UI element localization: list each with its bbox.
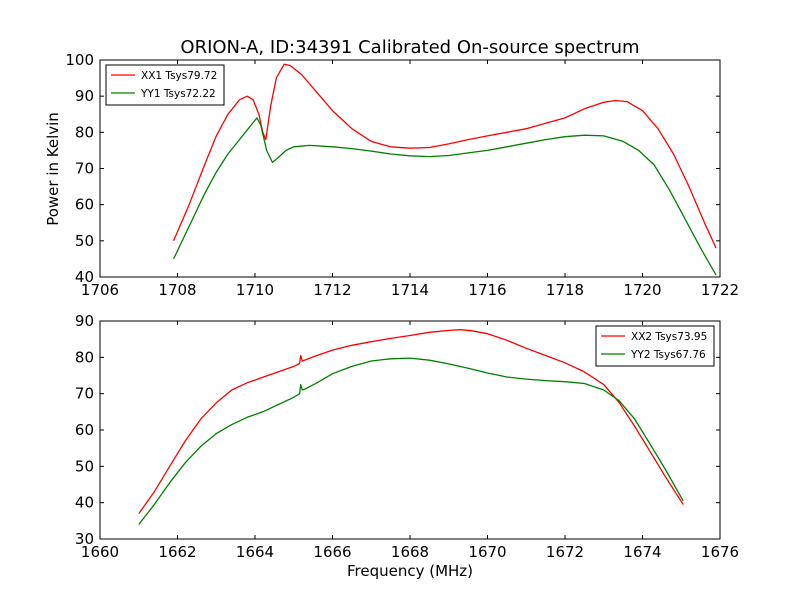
subplot-top: 1706 1708 1710 1712 1714 1716 1718 1720 1722 40 50… <box>65 51 739 299</box>
x-tick-label: 1720 <box>623 281 661 299</box>
x-tick-label: 1708 <box>158 281 196 299</box>
legend-0: XX1 Tsys79.72 YY1 Tsys72.22 <box>105 64 225 106</box>
legend-box <box>595 325 715 367</box>
x-tick-label: 1666 <box>313 543 351 561</box>
series-line-1-1 <box>138 357 684 525</box>
x-tick-label: 1712 <box>313 281 351 299</box>
x-tick-label: 1672 <box>546 543 584 561</box>
y-tick-label: 80 <box>75 348 94 366</box>
x-tick-label: 1670 <box>468 543 506 561</box>
y-tick-label: 100 <box>65 51 94 69</box>
y-tick-label: 50 <box>75 457 94 475</box>
y-tick-label: 50 <box>75 232 94 250</box>
y-tick-label: 60 <box>75 421 94 439</box>
x-tick-label: 1716 <box>468 281 506 299</box>
y-tick-label: 60 <box>75 196 94 214</box>
chart-title: ORION-A, ID:34391 Calibrated On-source s… <box>180 37 639 58</box>
legend-label: XX1 Tsys79.72 <box>141 70 217 82</box>
y-tick-label: 40 <box>75 494 94 512</box>
y-tick-label: 70 <box>75 160 94 178</box>
legend-label: XX2 Tsys73.95 <box>631 331 707 343</box>
y-axis-label: Power in Kelvin <box>44 112 62 226</box>
y-tick-label: 90 <box>75 87 94 105</box>
x-tick-label: 1706 <box>81 281 119 299</box>
legend-1: XX2 Tsys73.95 YY2 Tsys67.76 <box>595 325 715 367</box>
series-line-0-0 <box>173 63 717 249</box>
x-tick-label: 1674 <box>623 543 661 561</box>
x-tick-label: 1668 <box>391 543 429 561</box>
x-axis-label: Frequency (MHz) <box>347 562 473 580</box>
x-tick-label: 1714 <box>391 281 429 299</box>
x-tick-label: 1676 <box>701 543 739 561</box>
y-tick-label: 70 <box>75 385 94 403</box>
series-line-0-1 <box>173 117 717 276</box>
y-tick-label: 90 <box>75 312 94 330</box>
x-tick-label: 1718 <box>546 281 584 299</box>
x-tick-label: 1710 <box>236 281 274 299</box>
x-tick-label: 1722 <box>701 281 739 299</box>
y-tick-label: 80 <box>75 123 94 141</box>
y-tick-label: 40 <box>75 268 94 286</box>
legend-box <box>105 64 225 106</box>
x-tick-label: 1662 <box>158 543 196 561</box>
series-line-1-0 <box>138 329 684 514</box>
y-tick-label: 30 <box>75 530 94 548</box>
legend-label: YY2 Tsys67.76 <box>630 349 706 361</box>
legend-label: YY1 Tsys72.22 <box>140 88 216 100</box>
x-tick-label: 1664 <box>236 543 274 561</box>
x-tick-label: 1660 <box>81 543 119 561</box>
subplot-bottom: 1660 1662 1664 1666 1668 1670 1672 1674 1676 30 40… <box>75 312 739 561</box>
